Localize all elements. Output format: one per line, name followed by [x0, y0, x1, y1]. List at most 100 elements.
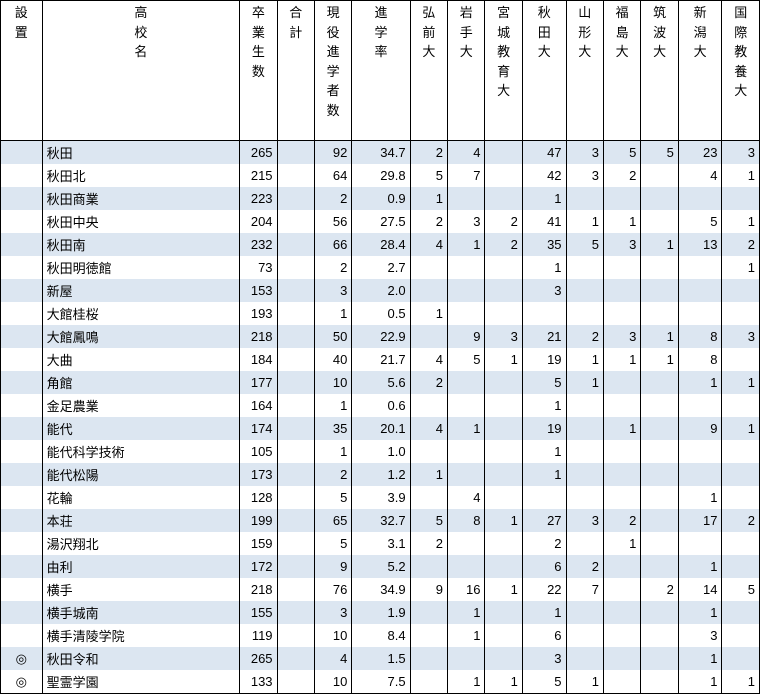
- cell-grad: 119: [240, 624, 277, 647]
- col-header-7: 岩手大: [448, 1, 485, 141]
- col-header-0: 設置: [1, 1, 43, 141]
- cell-cur: 50: [314, 325, 351, 348]
- cell-set: [1, 555, 43, 578]
- cell-u5: [566, 601, 603, 624]
- cell-u1: [410, 440, 447, 463]
- cell-u7: 1: [641, 348, 678, 371]
- cell-u9: [722, 601, 760, 624]
- cell-name: 秋田令和: [42, 647, 240, 670]
- cell-cur: 3: [314, 601, 351, 624]
- cell-grad: 172: [240, 555, 277, 578]
- cell-u7: [641, 371, 678, 394]
- cell-u5: [566, 440, 603, 463]
- cell-u1: 1: [410, 187, 447, 210]
- cell-u5: 3: [566, 164, 603, 187]
- cell-u6: [603, 486, 640, 509]
- cell-u3: [485, 440, 522, 463]
- cell-set: [1, 486, 43, 509]
- cell-grad: 232: [240, 233, 277, 256]
- cell-grad: 218: [240, 325, 277, 348]
- cell-u6: [603, 371, 640, 394]
- cell-u5: [566, 279, 603, 302]
- cell-set: ◎: [1, 670, 43, 694]
- cell-u9: 1: [722, 371, 760, 394]
- cell-u9: [722, 394, 760, 417]
- cell-u7: [641, 394, 678, 417]
- cell-u1: 1: [410, 302, 447, 325]
- cell-u3: [485, 141, 522, 165]
- cell-cur: 2: [314, 256, 351, 279]
- cell-u8: 1: [678, 670, 722, 694]
- cell-u4: 6: [522, 555, 566, 578]
- cell-u6: [603, 279, 640, 302]
- cell-set: [1, 348, 43, 371]
- cell-u8: 8: [678, 325, 722, 348]
- cell-rate: 1.5: [352, 647, 410, 670]
- cell-u7: [641, 647, 678, 670]
- cell-grad: 223: [240, 187, 277, 210]
- cell-u5: 1: [566, 348, 603, 371]
- cell-u3: [485, 394, 522, 417]
- table-row: 秋田2659234.72447355233: [1, 141, 760, 165]
- cell-u3: 3: [485, 325, 522, 348]
- cell-rate: 3.1: [352, 532, 410, 555]
- cell-u2: [448, 555, 485, 578]
- cell-grad: 155: [240, 601, 277, 624]
- cell-cur: 92: [314, 141, 351, 165]
- cell-u9: [722, 348, 760, 371]
- col-header-2: 卒業生数: [240, 1, 277, 141]
- cell-rate: 5.6: [352, 371, 410, 394]
- cell-name: 能代科学技術: [42, 440, 240, 463]
- cell-u4: 1: [522, 394, 566, 417]
- cell-total: [277, 325, 314, 348]
- cell-u3: [485, 624, 522, 647]
- table-row: 秋田商業22320.911: [1, 187, 760, 210]
- cell-u8: 9: [678, 417, 722, 440]
- cell-set: [1, 210, 43, 233]
- cell-u7: [641, 302, 678, 325]
- cell-u7: [641, 256, 678, 279]
- cell-u9: 1: [722, 164, 760, 187]
- cell-name: 横手城南: [42, 601, 240, 624]
- cell-u3: 1: [485, 578, 522, 601]
- cell-total: [277, 555, 314, 578]
- cell-set: [1, 578, 43, 601]
- cell-total: [277, 463, 314, 486]
- cell-set: [1, 256, 43, 279]
- cell-u4: [522, 302, 566, 325]
- col-header-11: 福島大: [603, 1, 640, 141]
- table-row: 大館桂桜19310.51: [1, 302, 760, 325]
- cell-u4: 6: [522, 624, 566, 647]
- cell-cur: 65: [314, 509, 351, 532]
- cell-total: [277, 187, 314, 210]
- cell-u4: 1: [522, 601, 566, 624]
- cell-rate: 2.0: [352, 279, 410, 302]
- cell-u8: [678, 256, 722, 279]
- cell-total: [277, 647, 314, 670]
- cell-u2: 8: [448, 509, 485, 532]
- cell-u1: [410, 486, 447, 509]
- cell-u4: 35: [522, 233, 566, 256]
- cell-cur: 1: [314, 440, 351, 463]
- cell-u6: 2: [603, 164, 640, 187]
- cell-u7: [641, 601, 678, 624]
- cell-u9: 5: [722, 578, 760, 601]
- cell-u6: 1: [603, 348, 640, 371]
- cell-u1: 4: [410, 348, 447, 371]
- cell-u2: 1: [448, 233, 485, 256]
- cell-u9: [722, 279, 760, 302]
- cell-grad: 193: [240, 302, 277, 325]
- cell-u2: [448, 463, 485, 486]
- cell-cur: 35: [314, 417, 351, 440]
- cell-name: 金足農業: [42, 394, 240, 417]
- cell-u5: 3: [566, 141, 603, 165]
- cell-u6: 3: [603, 233, 640, 256]
- cell-u2: 5: [448, 348, 485, 371]
- cell-rate: 7.5: [352, 670, 410, 694]
- table-row: 角館177105.625111: [1, 371, 760, 394]
- cell-u3: [485, 532, 522, 555]
- cell-u6: [603, 256, 640, 279]
- cell-u4: 1: [522, 463, 566, 486]
- cell-u6: [603, 624, 640, 647]
- table-row: 大館鳳鳴2185022.9932123183: [1, 325, 760, 348]
